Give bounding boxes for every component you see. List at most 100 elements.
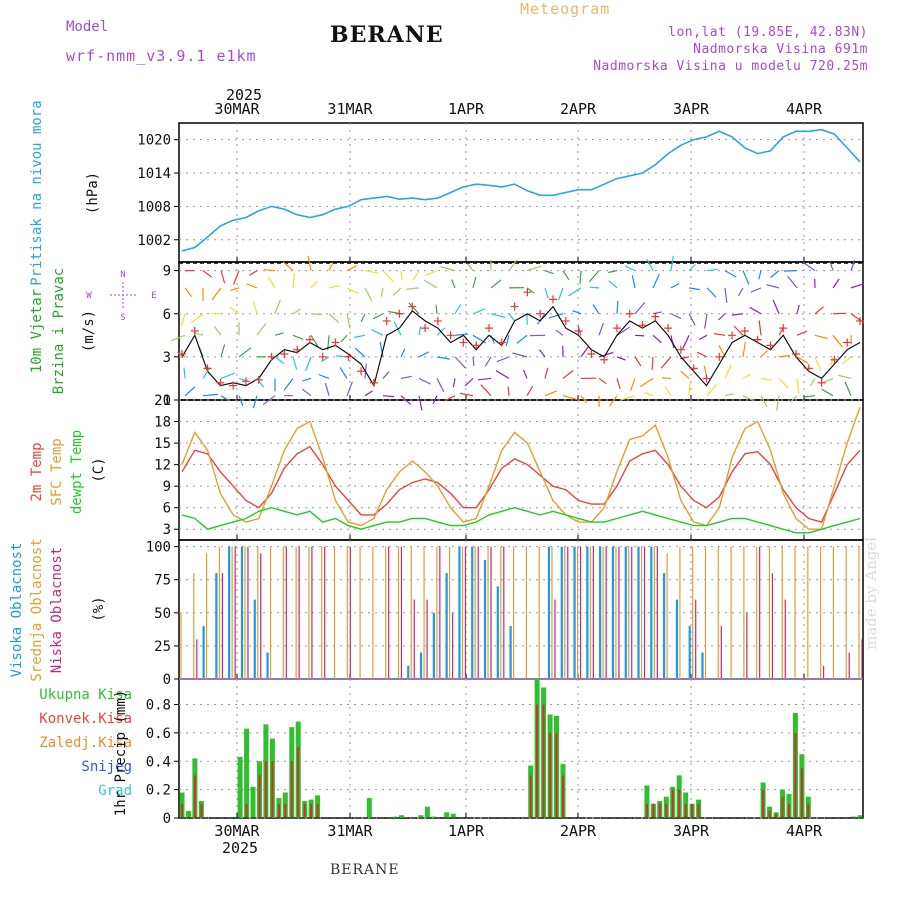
wind-barb-77 <box>190 313 204 324</box>
wind-barb-227 <box>838 374 852 380</box>
cloud-ylabel-0: Visoka Oblacnost <box>9 543 25 678</box>
wind-barb-179 <box>660 356 672 369</box>
wind-barb-174 <box>580 346 590 358</box>
precip-total-bar-33 <box>392 816 398 818</box>
wind-barb-224 <box>796 378 800 394</box>
wind-gust-marker-37 <box>651 312 660 321</box>
wind-barb-264 <box>821 388 834 397</box>
wind-barb-45 <box>310 280 318 289</box>
wind-gust-marker-47 <box>779 324 788 333</box>
precip-conv-bar-17 <box>290 761 293 818</box>
wind-barb-207 <box>478 377 492 381</box>
wind-barb-10 <box>364 270 378 274</box>
wind-gust-marker-35 <box>625 309 634 318</box>
precip-conv-bar-3 <box>200 803 203 818</box>
temp-ylabel-2: dewpt Temp <box>69 430 85 514</box>
wind-gust-marker-48 <box>792 350 801 358</box>
wind-barb-258 <box>724 393 734 397</box>
wind-barb-119 <box>274 332 284 336</box>
wind-barb-81 <box>274 299 281 314</box>
precip-conv-bar-93 <box>781 796 784 818</box>
precip-conv-bar-91 <box>768 810 771 818</box>
credit-watermark: made by Angel <box>862 536 880 650</box>
wind-barb-107 <box>732 313 744 316</box>
wind-gust-marker-26 <box>510 302 519 311</box>
wind-gust-marker-49 <box>804 364 813 373</box>
wind-barb-47 <box>346 287 359 295</box>
compass-south: S <box>120 313 125 323</box>
wind-barb-67 <box>706 287 717 298</box>
wind-barb-240 <box>400 395 412 405</box>
wind-barb-16 <box>467 263 474 271</box>
wind-barb-24 <box>608 270 618 274</box>
panel-frame-2 <box>178 399 864 541</box>
precip-conv-bar-92 <box>775 813 778 818</box>
ytick-label-4-2: 0.4 <box>146 754 171 770</box>
precip-legend-0: Ukupna Kisa <box>39 687 132 703</box>
wind-barb-206 <box>464 377 474 387</box>
wind-barb-110 <box>796 304 800 314</box>
ytick-label-2-3: 12 <box>154 458 171 474</box>
precip-conv-bar-58 <box>555 732 558 818</box>
ytick-label-2-6: 21 <box>154 393 171 409</box>
wind-barb-216 <box>640 377 654 388</box>
pressure-ylabel-group: Pritisak na nivou mora <box>29 100 45 285</box>
ytick-label-2-5: 18 <box>154 415 171 431</box>
wind-barb-105 <box>704 313 708 329</box>
cloud-ylabel-group-2: Niska Oblacnost <box>49 547 65 673</box>
precip-conv-bar-2 <box>193 775 196 818</box>
wind-barb-32 <box>758 270 762 280</box>
wind-barb-249 <box>562 395 578 401</box>
ytick-label-2-2: 9 <box>163 479 171 495</box>
wind-barb-93 <box>490 313 506 319</box>
wind-barb-254 <box>644 392 654 397</box>
wind-barb-111 <box>814 306 824 315</box>
wind-barb-190 <box>183 367 186 379</box>
wind-barb-144 <box>714 333 726 336</box>
wind-barb-57 <box>526 287 535 294</box>
wind-barb-6 <box>282 261 294 272</box>
dewpoint-line <box>181 506 861 534</box>
precip-total-bar-41 <box>444 812 450 818</box>
model-altitude-label: Nadmorska Visina u modelu 720.25m <box>593 59 868 74</box>
wind-barb-11 <box>382 270 394 283</box>
wind-barb-244 <box>460 392 474 397</box>
ytick-label-0-1: 1008 <box>137 199 171 215</box>
wind-gust-marker-23 <box>472 341 481 350</box>
temp-ylabel-group-0: 2m Temp <box>29 442 45 501</box>
wind-barb-237 <box>346 381 353 396</box>
wind-gust-marker-22 <box>459 338 468 347</box>
wind-barb-135 <box>555 329 564 336</box>
wind-barb-129 <box>454 333 468 336</box>
wind-barb-229 <box>202 393 218 397</box>
cloud-ylabel-2: Niska Oblacnost <box>49 547 65 673</box>
wind-barb-209 <box>523 369 528 379</box>
precip-conv-bar-19 <box>303 803 306 818</box>
wind-barb-83 <box>310 313 323 316</box>
wind-barb-44 <box>292 272 295 288</box>
wind-barb-75 <box>850 283 864 289</box>
wind-gust-marker-45 <box>753 335 762 344</box>
meteogram-label: Meteogram <box>520 0 611 18</box>
wind-barb-253 <box>620 395 636 401</box>
top-date-label-3: 2APR <box>560 100 597 118</box>
wind-barb-177 <box>634 356 642 367</box>
precip-total-bar-11 <box>250 786 256 818</box>
wind-barb-192 <box>220 372 236 379</box>
wind-barb-20 <box>544 270 554 275</box>
wind-gust-marker-16 <box>382 316 391 325</box>
wind-gust-marker-27 <box>523 288 532 297</box>
wind-barb-247 <box>526 385 534 396</box>
precip-conv-bar-97 <box>807 803 810 818</box>
wind-barb-98 <box>572 310 582 315</box>
wind-barb-202 <box>400 375 412 380</box>
precip-conv-bar-94 <box>788 803 790 818</box>
wind-barb-220 <box>724 364 732 379</box>
panel-frame-3 <box>178 539 864 680</box>
precip-legend-2: Zaledj.Kisa <box>39 735 132 751</box>
wind-barb-139 <box>634 334 645 337</box>
wind-barb-58 <box>544 287 549 299</box>
wind-barb-87 <box>372 313 384 320</box>
wind-barb-250 <box>580 395 587 404</box>
wind-barb-109 <box>772 299 780 314</box>
